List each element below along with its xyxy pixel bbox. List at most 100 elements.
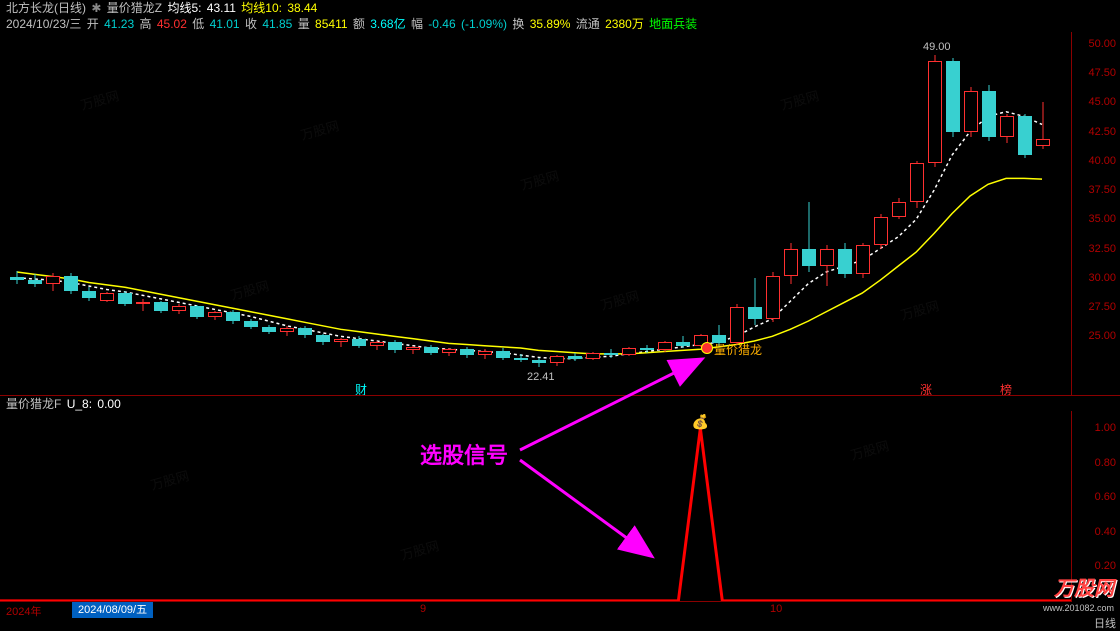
candle[interactable]: [694, 32, 708, 395]
candle[interactable]: [244, 32, 258, 395]
u8-value: 0.00: [97, 396, 120, 412]
candle[interactable]: [190, 32, 204, 395]
site-logo: 万股网: [1054, 572, 1114, 601]
candle[interactable]: [550, 32, 564, 395]
candle[interactable]: [442, 32, 456, 395]
candle[interactable]: [514, 32, 528, 395]
y-tick: 1.00: [1095, 422, 1116, 434]
x-year: 2024年: [6, 603, 41, 619]
candle[interactable]: [640, 32, 654, 395]
y-tick: 30.00: [1088, 272, 1116, 284]
candle[interactable]: [460, 32, 474, 395]
high-label: 49.00: [923, 41, 951, 53]
gear-icon[interactable]: ✱: [91, 0, 101, 16]
stock-name[interactable]: 北方长龙(日线): [6, 0, 86, 16]
float-label: 流通: [576, 16, 600, 32]
y-tick: 47.50: [1088, 67, 1116, 79]
chg-label: 幅: [411, 16, 423, 32]
y-tick: 35.00: [1088, 213, 1116, 225]
hdr-date: 2024/10/23/三: [6, 16, 81, 32]
candle[interactable]: [892, 32, 906, 395]
candle[interactable]: [496, 32, 510, 395]
y-tick: 42.50: [1088, 126, 1116, 138]
ma10-value: 38.44: [287, 0, 317, 16]
candle[interactable]: [946, 32, 960, 395]
candle[interactable]: [172, 32, 186, 395]
candle[interactable]: [532, 32, 546, 395]
candle[interactable]: [874, 32, 888, 395]
amt-label: 额: [353, 16, 365, 32]
signal-marker-icon: [702, 343, 712, 353]
x-cursor-date: 2024/08/09/五: [72, 602, 153, 618]
close-value: 41.85: [262, 16, 292, 32]
float-value: 2380万: [605, 16, 644, 32]
candle[interactable]: [676, 32, 690, 395]
vol-label: 量: [298, 16, 310, 32]
high-value: 45.02: [157, 16, 187, 32]
candle[interactable]: [604, 32, 618, 395]
candle[interactable]: [46, 32, 60, 395]
header-line-2: 2024/10/23/三 开 41.23 高 45.02 低 41.01 收 4…: [0, 16, 1120, 32]
candle[interactable]: [820, 32, 834, 395]
candle[interactable]: [154, 32, 168, 395]
candle[interactable]: [1000, 32, 1014, 395]
candle[interactable]: [316, 32, 330, 395]
candle[interactable]: [424, 32, 438, 395]
candle[interactable]: [658, 32, 672, 395]
candle[interactable]: [910, 32, 924, 395]
chg-value: -0.46: [428, 16, 455, 32]
y-tick: 37.50: [1088, 184, 1116, 196]
candle[interactable]: [226, 32, 240, 395]
candle[interactable]: [370, 32, 384, 395]
candle[interactable]: [1036, 32, 1050, 395]
candle[interactable]: [28, 32, 42, 395]
candle[interactable]: [766, 32, 780, 395]
candle[interactable]: [334, 32, 348, 395]
candle[interactable]: [100, 32, 114, 395]
candle[interactable]: [64, 32, 78, 395]
candle[interactable]: [838, 32, 852, 395]
candle[interactable]: [856, 32, 870, 395]
ma10-label: 均线10:: [241, 0, 282, 16]
y-tick: 27.50: [1088, 301, 1116, 313]
candle[interactable]: [586, 32, 600, 395]
candle[interactable]: [262, 32, 276, 395]
candle[interactable]: [982, 32, 996, 395]
candle[interactable]: [802, 32, 816, 395]
price-chart[interactable]: 49.0022.41量价猎龙财涨榜: [0, 32, 1072, 395]
candle[interactable]: [784, 32, 798, 395]
open-label: 开: [87, 16, 99, 32]
y-tick: 40.00: [1088, 155, 1116, 167]
candle[interactable]: [1018, 32, 1032, 395]
indicator-name: 量价猎龙Z: [107, 0, 162, 16]
candle[interactable]: [298, 32, 312, 395]
candle[interactable]: [406, 32, 420, 395]
turn-label: 换: [512, 16, 524, 32]
y-tick: 45.00: [1088, 96, 1116, 108]
candle[interactable]: [82, 32, 96, 395]
candle[interactable]: [118, 32, 132, 395]
candle[interactable]: [352, 32, 366, 395]
candle[interactable]: [10, 32, 24, 395]
ma5-value: 43.11: [207, 0, 236, 16]
header-line-1: 北方长龙(日线) ✱ 量价猎龙Z 均线5: 43.11 均线10: 38.44: [0, 0, 1120, 16]
candle[interactable]: [928, 32, 942, 395]
ma5-label: 均线5:: [167, 0, 201, 16]
y-tick: 32.50: [1088, 243, 1116, 255]
candle[interactable]: [208, 32, 222, 395]
indicator-chart[interactable]: 💰: [0, 411, 1072, 601]
candle[interactable]: [136, 32, 150, 395]
candle[interactable]: [388, 32, 402, 395]
candle[interactable]: [280, 32, 294, 395]
candle[interactable]: [622, 32, 636, 395]
candle[interactable]: [964, 32, 978, 395]
amt-value: 3.68亿: [370, 16, 405, 32]
signal-marker-label: 量价猎龙: [714, 341, 762, 358]
y-tick: 0.40: [1095, 526, 1116, 538]
svg-text:💰: 💰: [692, 413, 709, 430]
signal-annotation: 选股信号: [420, 438, 508, 470]
x-month-tick: 9: [420, 603, 426, 615]
candle[interactable]: [478, 32, 492, 395]
candle[interactable]: [568, 32, 582, 395]
close-label: 收: [245, 16, 257, 32]
